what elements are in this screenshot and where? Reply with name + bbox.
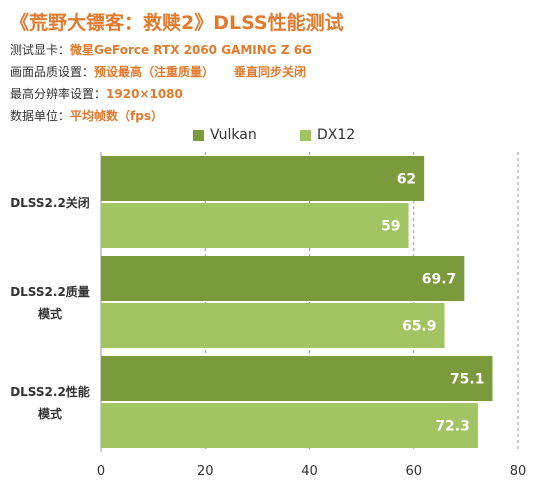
bar-dx12-2 [101, 403, 478, 448]
data-label-vulkan-0: 62 [397, 172, 416, 188]
gpu-info-line: 测试显卡：微星GeForce RTX 2060 GAMING Z 6G [10, 42, 312, 58]
legend-swatch-dx12 [300, 129, 311, 141]
category-label-1-0: DLSS2.2质量 [10, 284, 90, 299]
data-unit-label: 数据单位： [10, 109, 71, 123]
data-unit-value: 平均帧数（fps） [70, 109, 163, 123]
legend-label-vulkan: Vulkan [210, 127, 257, 143]
bar-vulkan-1 [101, 256, 465, 301]
bar-dx12-0 [101, 203, 409, 248]
data-label-dx12-0: 59 [381, 219, 400, 235]
data-label-vulkan-2: 75.1 [450, 372, 485, 388]
bar-vulkan-2 [101, 356, 493, 401]
legend-item-dx12: DX12 [300, 126, 355, 144]
x-tick-label-60: 60 [405, 464, 422, 479]
legend-label-dx12: DX12 [317, 127, 356, 143]
x-tick-label-80: 80 [510, 464, 527, 479]
data-label-vulkan-1: 69.7 [422, 272, 457, 288]
category-label-2-1: 模式 [38, 406, 62, 421]
x-tick-label-20: 20 [197, 464, 214, 479]
data-unit-line: 数据单位：平均帧数（fps） [10, 108, 163, 124]
category-label-0-0: DLSS2.2关闭 [10, 195, 90, 210]
quality-setting-label: 画面品质设置： [10, 65, 95, 79]
bar-vulkan-0 [101, 156, 425, 201]
vsync-setting-value: 垂直同步关闭 [234, 65, 307, 79]
quality-setting-value: 预设最高（注重质量） [94, 65, 215, 79]
resolution-setting-label: 最高分辨率设置： [10, 87, 107, 101]
category-label-2-0: DLSS2.2性能 [10, 384, 90, 399]
quality-setting-line: 画面品质设置：预设最高（注重质量） 垂直同步关闭 [10, 64, 306, 80]
data-label-dx12-1: 65.9 [402, 319, 437, 335]
data-label-dx12-2: 72.3 [435, 419, 470, 435]
gpu-info-label: 测试显卡： [10, 43, 71, 57]
bar-dx12-1 [101, 303, 445, 348]
page-title: 《荒野大镖客：救赎2》DLSS性能测试 [10, 12, 344, 34]
gpu-info-value: 微星GeForce RTX 2060 GAMING Z 6G [70, 43, 312, 57]
legend-item-vulkan: Vulkan [193, 126, 257, 144]
legend-swatch-vulkan [193, 129, 204, 141]
category-label-1-1: 模式 [38, 306, 62, 321]
chart-legend: Vulkan DX12 [0, 126, 550, 144]
resolution-setting-value: 1920×1080 [106, 87, 183, 101]
resolution-setting-line: 最高分辨率设置：1920×1080 [10, 86, 183, 102]
x-tick-label-0: 0 [97, 464, 105, 479]
x-tick-label-40: 40 [301, 464, 318, 479]
